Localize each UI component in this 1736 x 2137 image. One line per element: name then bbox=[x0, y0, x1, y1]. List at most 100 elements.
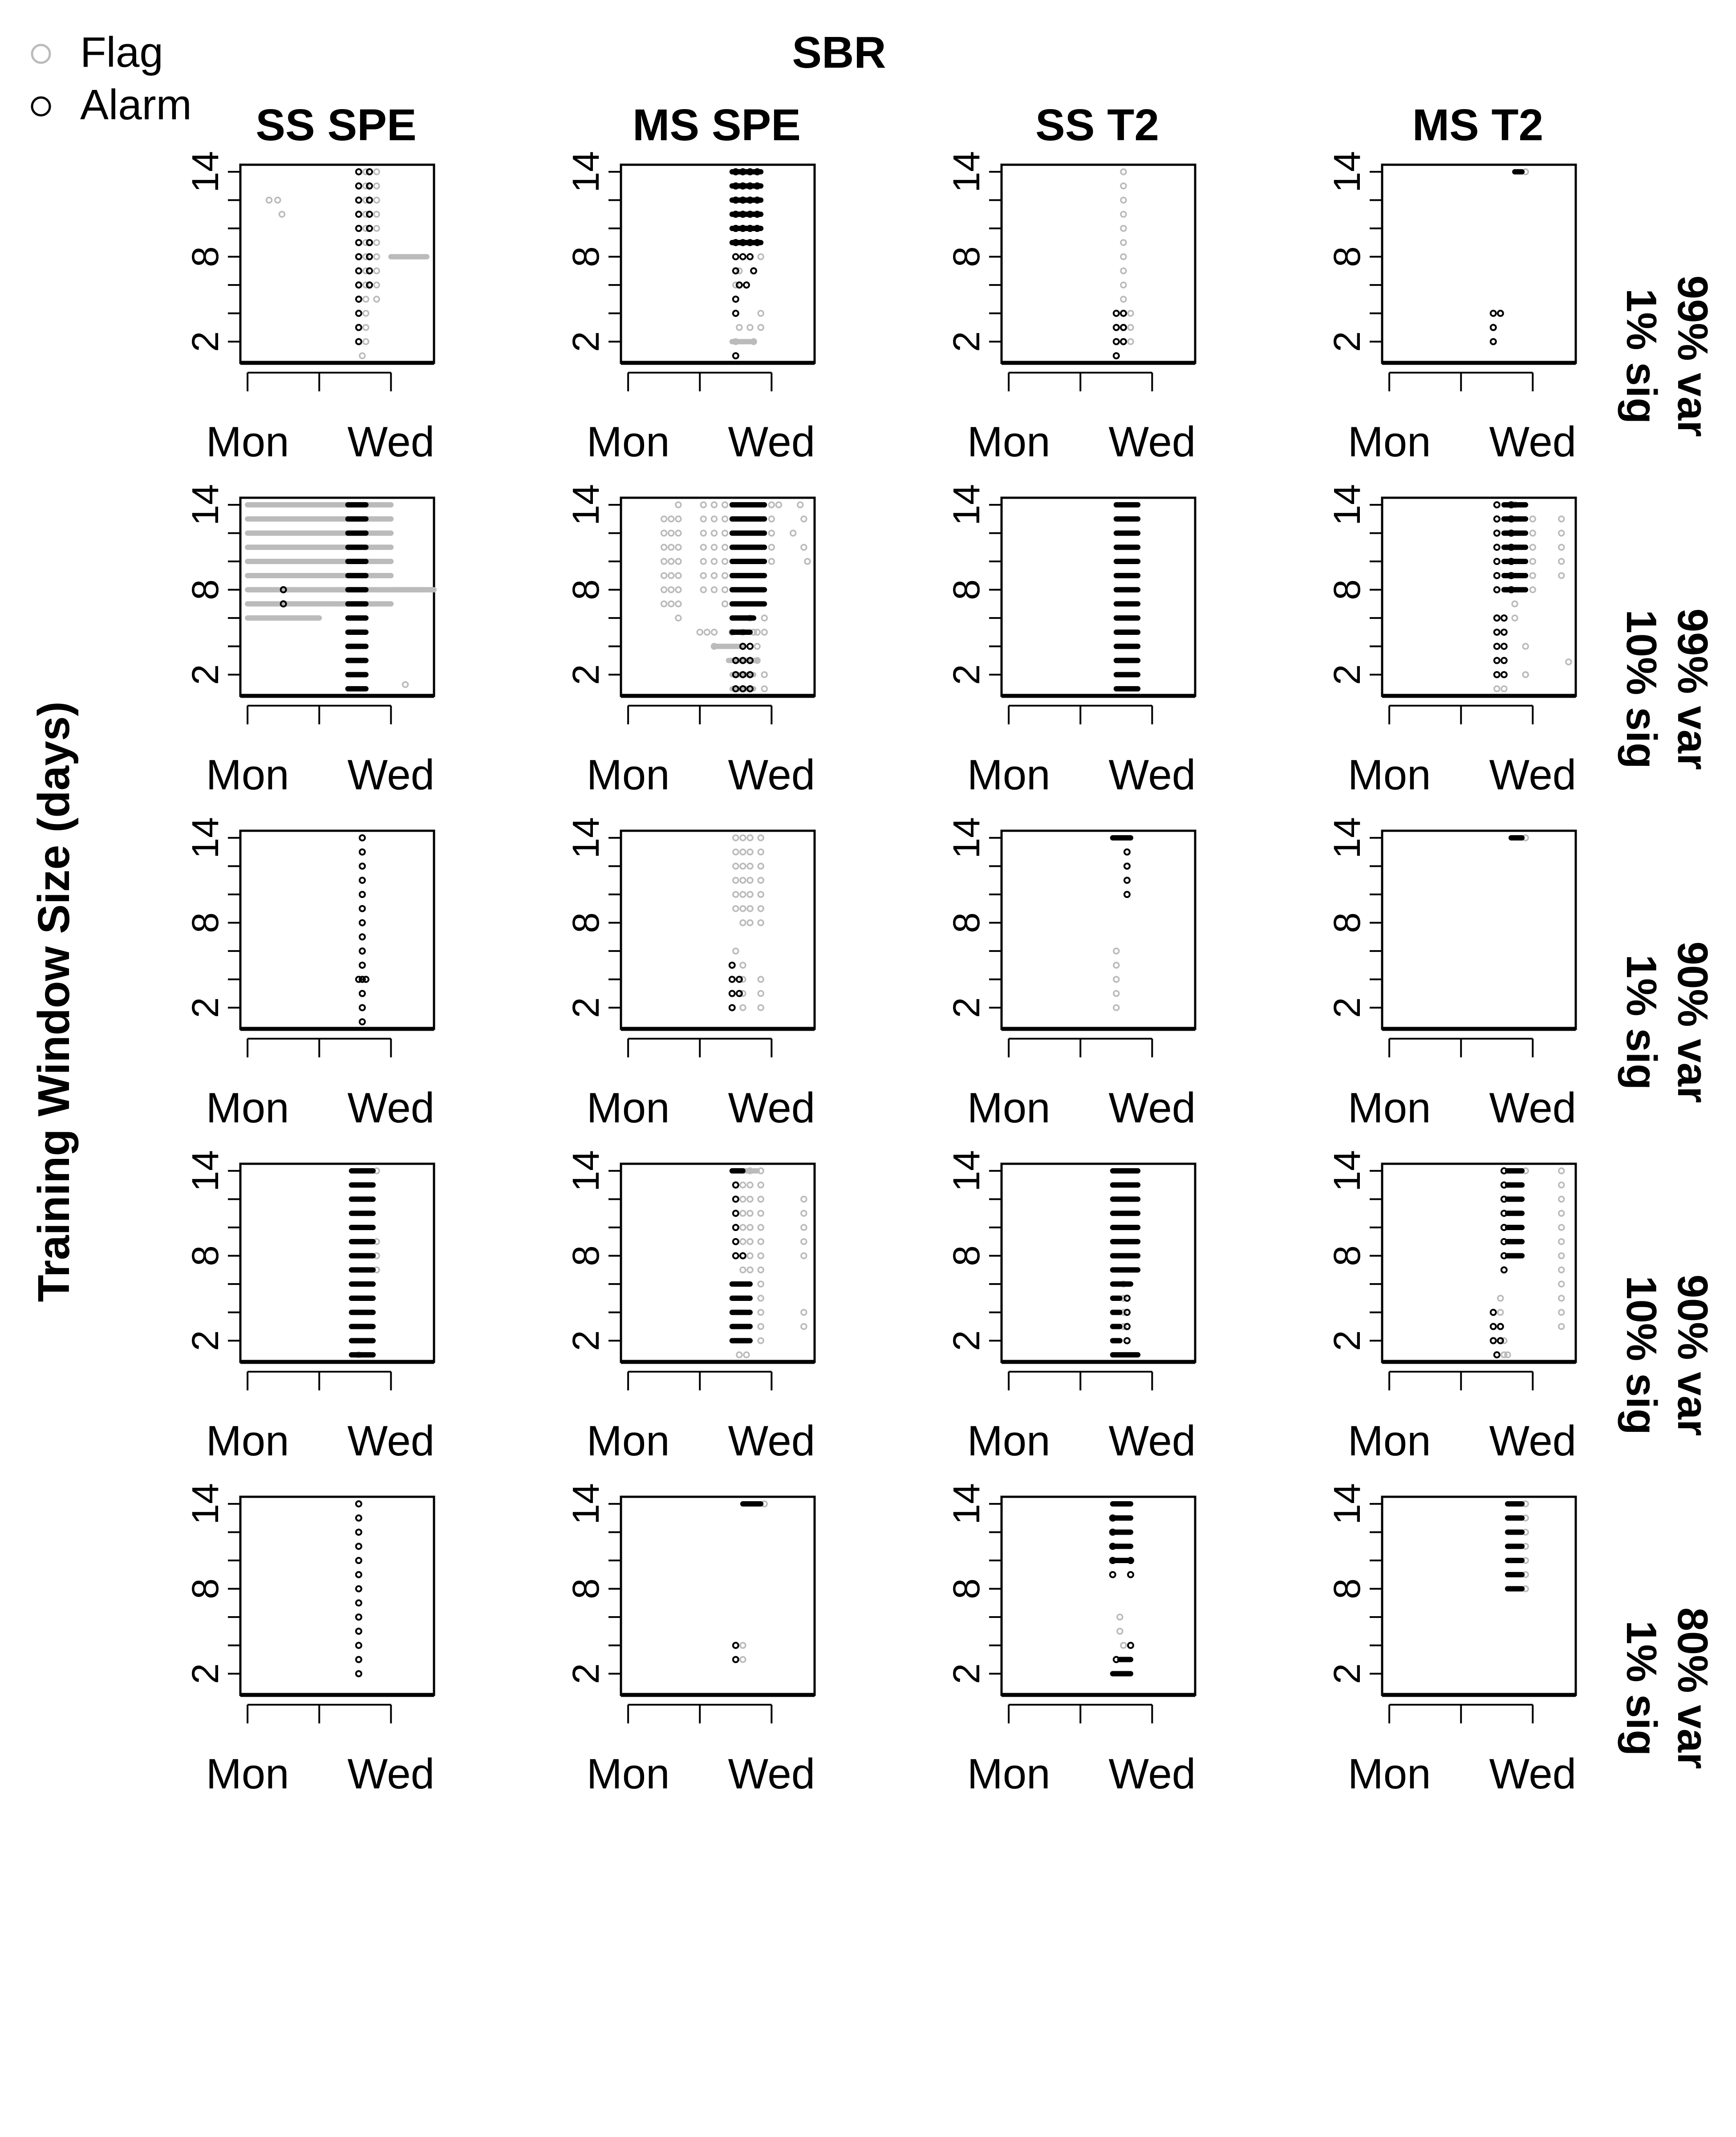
flag-point bbox=[710, 586, 718, 593]
flag-point bbox=[1127, 338, 1134, 345]
flag-point bbox=[768, 515, 775, 523]
alarm-point bbox=[746, 225, 754, 232]
y-tick-label: 2 bbox=[565, 1663, 607, 1684]
flag-point bbox=[757, 253, 764, 260]
flag-point bbox=[800, 1195, 807, 1203]
y-tick-label: 8 bbox=[184, 1245, 226, 1266]
flag-point bbox=[1529, 529, 1537, 537]
y-tick-label: 2 bbox=[945, 664, 987, 685]
flag-point bbox=[1529, 544, 1537, 551]
x-tick-label: Mon bbox=[206, 418, 289, 466]
flag-point bbox=[710, 558, 718, 565]
x-tick-label: Mon bbox=[206, 1084, 289, 1132]
panel-r1-ss-t2: 2 8 14 Mon Wed bbox=[945, 151, 1197, 466]
panel-r5-ss-t2: 2 8 14 Mon Wed bbox=[945, 1483, 1197, 1798]
flag-point bbox=[668, 572, 675, 579]
flag-point bbox=[736, 267, 743, 275]
alarm-point bbox=[355, 295, 362, 303]
flag-point bbox=[757, 862, 764, 870]
flag-point bbox=[721, 558, 729, 565]
alarm-point bbox=[1508, 558, 1515, 565]
flag-point bbox=[710, 544, 718, 551]
alarm-point bbox=[746, 211, 754, 218]
flag-point bbox=[362, 253, 369, 260]
x-tick-label: Mon bbox=[1348, 418, 1431, 466]
panel-r2-ms-spe: 2 8 14 Mon Wed bbox=[565, 484, 816, 799]
y-tick-label: 2 bbox=[565, 331, 607, 352]
flag-point bbox=[1116, 1628, 1124, 1635]
y-tick-label: 2 bbox=[565, 997, 607, 1018]
flag-point bbox=[797, 501, 804, 508]
flag-point bbox=[732, 905, 739, 912]
alarm-point bbox=[1123, 891, 1131, 898]
y-tick-label: 14 bbox=[565, 1150, 607, 1191]
y-tick-label: 14 bbox=[565, 151, 607, 192]
flag-point bbox=[746, 891, 754, 898]
flag-point bbox=[739, 962, 746, 969]
x-tick-label: Wed bbox=[1109, 1750, 1196, 1798]
alarm-point bbox=[1112, 338, 1120, 345]
flag-point bbox=[710, 643, 718, 650]
flag-point bbox=[668, 515, 675, 523]
flag-point bbox=[1522, 643, 1529, 650]
alarm-point bbox=[754, 196, 761, 204]
x-tick-label: Mon bbox=[587, 751, 670, 799]
flag-point bbox=[1558, 1266, 1565, 1274]
alarm-point bbox=[1119, 309, 1127, 317]
x-tick-label: Mon bbox=[967, 1750, 1051, 1798]
alarm-point bbox=[739, 657, 746, 664]
x-tick-label: Wed bbox=[1489, 1084, 1577, 1132]
panel-r2-ms-t2: 2 8 14 Mon Wed bbox=[1326, 484, 1577, 799]
alarm-point bbox=[732, 1224, 739, 1231]
x-tick-label: Wed bbox=[1109, 1417, 1196, 1465]
alarm-point bbox=[366, 196, 373, 204]
alarm-point bbox=[1508, 501, 1515, 508]
x-tick-label: Mon bbox=[206, 1750, 289, 1798]
flag-point bbox=[1501, 685, 1508, 692]
row-label-2-line2: 10% sig bbox=[1618, 609, 1665, 769]
alarm-point bbox=[728, 1004, 736, 1012]
flag-point bbox=[668, 529, 675, 537]
flag-point bbox=[359, 352, 366, 359]
y-tick-label: 8 bbox=[1326, 1245, 1368, 1266]
flag-point bbox=[800, 1309, 807, 1316]
flag-point bbox=[1558, 1295, 1565, 1302]
flag-point bbox=[757, 310, 764, 317]
flag-point bbox=[660, 544, 668, 551]
alarm-point bbox=[754, 168, 761, 175]
flag-point bbox=[732, 862, 739, 870]
flag-point bbox=[675, 544, 682, 551]
flag-point bbox=[757, 976, 764, 983]
flag-point bbox=[1501, 1351, 1508, 1358]
alarm-point bbox=[1500, 614, 1508, 622]
y-tick-label: 14 bbox=[945, 484, 987, 525]
alarm-point bbox=[1500, 1210, 1508, 1217]
alarm-point bbox=[355, 1627, 362, 1635]
flag-point bbox=[757, 1252, 764, 1259]
flag-point bbox=[757, 877, 764, 884]
y-tick-label: 14 bbox=[1326, 1150, 1368, 1191]
alarm-point bbox=[732, 1210, 739, 1217]
flag-point bbox=[746, 1224, 754, 1231]
flag-point bbox=[373, 211, 380, 218]
alarm-point bbox=[754, 239, 761, 246]
alarm-point bbox=[732, 671, 739, 678]
alarm-point bbox=[746, 196, 754, 204]
flag-point bbox=[1113, 947, 1120, 955]
flag-point bbox=[278, 211, 286, 218]
alarm-point bbox=[732, 1195, 739, 1203]
y-tick-label: 8 bbox=[945, 912, 987, 933]
y-tick-label: 14 bbox=[184, 484, 226, 525]
alarm-point bbox=[1489, 1308, 1497, 1316]
x-tick-label: Mon bbox=[967, 418, 1051, 466]
flag-point bbox=[265, 196, 273, 204]
alarm-point bbox=[280, 586, 287, 593]
y-tick-label: 8 bbox=[945, 1578, 987, 1599]
flag-point bbox=[402, 681, 409, 688]
y-tick-label: 8 bbox=[945, 1245, 987, 1266]
panel-r4-ms-spe: 2 8 14 Mon Wed bbox=[565, 1150, 816, 1465]
flag-point bbox=[739, 891, 746, 898]
x-tick-label: Wed bbox=[1109, 751, 1196, 799]
flag-point bbox=[757, 905, 764, 912]
flag-point bbox=[746, 919, 754, 926]
